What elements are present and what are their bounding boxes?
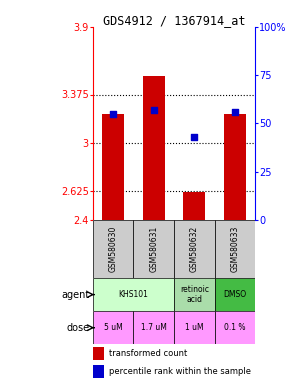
- Bar: [133, 220, 174, 278]
- Bar: [224, 114, 246, 220]
- Bar: [215, 220, 255, 278]
- Bar: [93, 278, 174, 311]
- Point: [192, 134, 197, 140]
- Text: transformed count: transformed count: [109, 349, 187, 358]
- Bar: [93, 347, 104, 361]
- Bar: [183, 192, 206, 220]
- Text: GSM580631: GSM580631: [149, 226, 158, 272]
- Text: 1 uM: 1 uM: [185, 323, 204, 332]
- Text: agent: agent: [61, 290, 90, 300]
- Bar: [143, 76, 165, 220]
- Text: DMSO: DMSO: [223, 290, 246, 299]
- Bar: [93, 365, 104, 378]
- Text: percentile rank within the sample: percentile rank within the sample: [109, 367, 251, 376]
- Point: [151, 107, 156, 113]
- Text: GSM580633: GSM580633: [230, 226, 240, 272]
- Text: 1.7 uM: 1.7 uM: [141, 323, 167, 332]
- Bar: [174, 220, 215, 278]
- Title: GDS4912 / 1367914_at: GDS4912 / 1367914_at: [103, 14, 245, 27]
- Text: dose: dose: [66, 323, 90, 333]
- Text: GSM580630: GSM580630: [108, 226, 118, 272]
- Bar: [93, 220, 133, 278]
- Text: 5 uM: 5 uM: [104, 323, 122, 332]
- Text: GSM580632: GSM580632: [190, 226, 199, 272]
- Text: retinoic
acid: retinoic acid: [180, 285, 209, 304]
- Text: KHS101: KHS101: [118, 290, 148, 299]
- Point: [111, 111, 115, 117]
- Bar: [133, 311, 174, 344]
- Bar: [215, 278, 255, 311]
- Bar: [102, 114, 124, 220]
- Text: 0.1 %: 0.1 %: [224, 323, 246, 332]
- Bar: [174, 278, 215, 311]
- Point: [233, 109, 237, 115]
- Bar: [215, 311, 255, 344]
- Bar: [93, 311, 133, 344]
- Bar: [174, 311, 215, 344]
